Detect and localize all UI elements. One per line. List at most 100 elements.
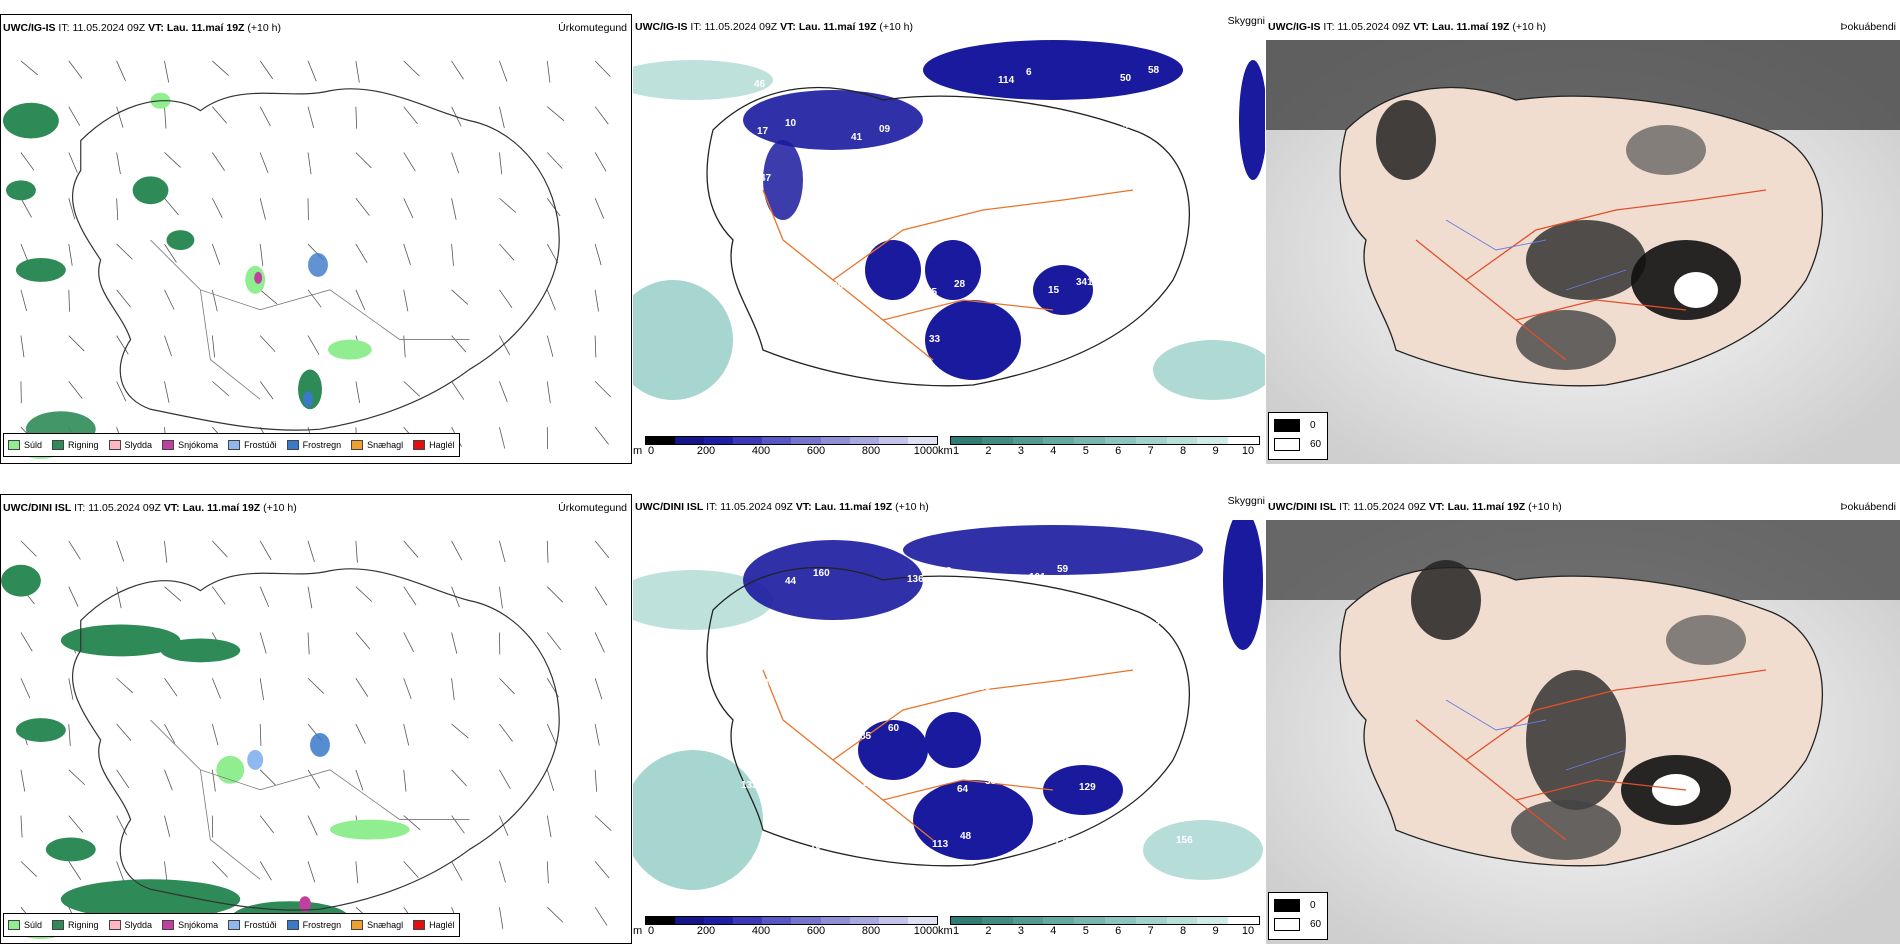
wind-barb <box>451 152 460 174</box>
wind-barb <box>594 243 602 266</box>
wind-barb <box>594 815 612 831</box>
wind-barb <box>499 197 517 213</box>
wind-barb <box>499 243 515 261</box>
wind-barb <box>116 198 119 221</box>
colorbar-tick: 600 <box>806 445 826 457</box>
cloud-base-number: 156 <box>1176 835 1193 846</box>
wind-barb <box>211 198 223 218</box>
wind-barb <box>499 586 503 609</box>
wind-barb <box>499 60 508 82</box>
colorbar-tick: 9 <box>1212 925 1219 937</box>
wind-barb <box>68 198 76 220</box>
colorbar-tick: 200 <box>696 925 716 937</box>
wind-barb <box>403 815 421 831</box>
wind-barb <box>355 861 359 884</box>
wind-barb <box>68 106 81 126</box>
wind-barb <box>307 60 317 82</box>
model-name: UWC/IG-IS <box>1268 21 1321 33</box>
cloud-base-number: 116 <box>1101 680 1118 691</box>
wind-barb <box>403 632 415 653</box>
cloud-base-number: 6 <box>1026 67 1032 78</box>
wind-barb <box>594 906 608 926</box>
fog-map-svg <box>1266 520 1900 944</box>
wind-barb <box>499 106 505 129</box>
wind-barb <box>451 723 469 739</box>
legend-item: Snæhagl <box>351 440 403 450</box>
colorbar-tick: 2 <box>985 445 992 457</box>
legend-label: Slydda <box>124 920 153 930</box>
it-label: IT: <box>1323 21 1335 33</box>
wind-barb <box>307 769 320 789</box>
cloud-base-number: 88 <box>832 281 844 292</box>
cloud-base-number: 37 <box>1154 617 1166 628</box>
wind-barb <box>594 678 603 700</box>
legend-item: Frostúði <box>228 920 277 930</box>
wind-barb <box>307 586 313 609</box>
panel-header: UWC/DINI ISL IT: 11.05.2024 09Z VT: Lau.… <box>1 495 631 521</box>
wind-barb <box>451 815 465 834</box>
panel-title: Þokuábendi <box>1840 501 1896 513</box>
vt-value: Lau. 11.maí 19Z <box>1447 501 1526 513</box>
fog-low-label: 0 <box>1310 900 1316 911</box>
wind-barb <box>164 678 178 697</box>
it-value: 11.05.2024 09Z <box>1353 501 1426 513</box>
legend-item: Snæhagl <box>351 920 403 930</box>
wind-barb <box>20 678 31 699</box>
cloud-base-numbers: 44 45 36 81 44 104 136 135 116 109 99 113 101 85 86 85 6… <box>738 564 1193 852</box>
cloud-base-number: 50 <box>985 776 997 787</box>
wind-barb <box>68 769 86 786</box>
cloud-base-number: 44 <box>785 576 797 587</box>
legend-item: Snjókoma <box>162 920 218 930</box>
wind-barb <box>307 677 325 694</box>
fog-high-label: 60 <box>1310 919 1322 930</box>
cloud-base-number: 56 <box>863 778 875 789</box>
colorbar-tick: 800 <box>861 925 881 937</box>
colorbar-tick: 3 <box>1017 445 1024 457</box>
wind-barb <box>211 152 225 171</box>
legend-label: Haglél <box>429 920 455 930</box>
wind-barb <box>403 381 421 397</box>
wind-barb <box>307 106 315 128</box>
cloud-base-number: 104 <box>810 841 827 852</box>
model-name: UWC/DINI ISL <box>3 502 72 514</box>
wind-barb <box>594 60 611 77</box>
wind-barb <box>403 678 412 699</box>
legend-swatch <box>351 440 364 450</box>
cloud-base-number: 39 <box>766 725 778 736</box>
wind-barb <box>211 243 221 265</box>
wind-barb <box>164 540 168 563</box>
cloud-base-number: 122 <box>1054 837 1071 848</box>
wind-barb <box>68 540 81 560</box>
legend-item: Rigning <box>52 440 99 450</box>
vt-label: VT: <box>1413 21 1429 33</box>
wind-barb <box>116 769 130 789</box>
cloud-base-number: 128 <box>973 130 990 141</box>
cloud-base-number: 37 <box>882 171 894 182</box>
lead-time: (+10 h) <box>895 501 929 513</box>
cloud-base-number: 35 <box>807 336 819 347</box>
wind-barb <box>355 586 373 602</box>
wind-barb <box>546 586 564 603</box>
wind-barb <box>594 152 607 172</box>
wind-barb <box>546 906 564 923</box>
wind-barb <box>164 861 168 884</box>
legend-swatch <box>228 440 241 450</box>
visibility-colorbar: km 1 2 3 4 5 6 7 8 9 10 <box>938 436 1260 460</box>
wind-barb <box>499 540 506 563</box>
cloud-base-number: 48 <box>960 831 972 842</box>
wind-barb <box>403 106 418 124</box>
cloud-base-number: 86 <box>763 678 775 689</box>
wind-barb <box>594 861 610 879</box>
cloud-base-number: 101 <box>1151 570 1168 581</box>
panel-title: Þokuábendi <box>1840 21 1896 33</box>
cloud-base-number: 40 <box>910 621 922 632</box>
cloud-base-number: 42 <box>1023 340 1035 351</box>
wind-barb <box>259 152 269 174</box>
iceland-outline <box>71 88 560 431</box>
fog-legend-low: 0 <box>1274 899 1316 912</box>
cloud-base-number: 95 <box>1167 236 1179 247</box>
colorbar-strip <box>645 916 938 925</box>
legend-swatch <box>108 440 121 450</box>
wind-barb <box>403 152 416 172</box>
wind-barb <box>355 678 369 697</box>
